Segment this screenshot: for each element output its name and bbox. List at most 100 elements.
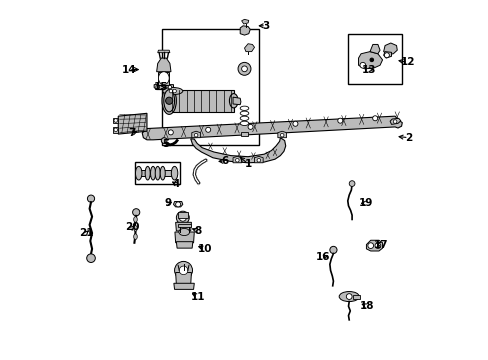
Bar — [135, 162, 180, 184]
Circle shape — [86, 254, 95, 262]
Polygon shape — [241, 19, 248, 24]
Circle shape — [175, 202, 180, 207]
Circle shape — [132, 209, 140, 216]
Ellipse shape — [160, 166, 165, 180]
Circle shape — [392, 120, 396, 123]
Circle shape — [247, 124, 253, 129]
Circle shape — [87, 195, 94, 202]
Polygon shape — [191, 131, 200, 138]
Polygon shape — [175, 232, 194, 243]
Circle shape — [156, 85, 159, 89]
Text: 17: 17 — [373, 239, 388, 249]
Circle shape — [337, 118, 342, 123]
Polygon shape — [174, 283, 194, 289]
Ellipse shape — [133, 234, 137, 239]
Polygon shape — [369, 44, 379, 54]
Circle shape — [165, 97, 172, 104]
Circle shape — [168, 85, 171, 89]
Polygon shape — [383, 51, 391, 58]
Ellipse shape — [155, 166, 160, 180]
Circle shape — [174, 261, 192, 279]
Polygon shape — [113, 127, 118, 133]
Ellipse shape — [150, 166, 155, 180]
Polygon shape — [176, 242, 192, 248]
Text: 21: 21 — [79, 228, 93, 238]
Circle shape — [292, 121, 297, 126]
Circle shape — [346, 294, 351, 300]
Polygon shape — [156, 58, 171, 72]
Text: 14: 14 — [122, 64, 136, 75]
Polygon shape — [175, 222, 191, 231]
Circle shape — [367, 243, 373, 248]
Text: 6: 6 — [221, 156, 228, 166]
Polygon shape — [240, 26, 250, 35]
Ellipse shape — [163, 87, 183, 95]
Circle shape — [205, 127, 210, 132]
Circle shape — [179, 266, 187, 275]
Ellipse shape — [135, 166, 142, 180]
Polygon shape — [154, 85, 173, 90]
Polygon shape — [178, 212, 187, 218]
Polygon shape — [158, 72, 169, 85]
Polygon shape — [352, 296, 359, 299]
Circle shape — [384, 53, 388, 58]
Polygon shape — [389, 118, 400, 125]
Circle shape — [369, 58, 373, 62]
Circle shape — [359, 62, 365, 68]
Polygon shape — [113, 118, 118, 123]
Circle shape — [235, 158, 239, 162]
Circle shape — [329, 246, 336, 253]
Ellipse shape — [171, 166, 178, 180]
Circle shape — [348, 181, 354, 186]
Ellipse shape — [163, 90, 174, 112]
Polygon shape — [190, 138, 285, 163]
Text: 10: 10 — [198, 244, 212, 254]
Text: 16: 16 — [316, 252, 330, 262]
Text: 8: 8 — [194, 226, 201, 236]
Text: 4: 4 — [172, 179, 180, 189]
Circle shape — [169, 89, 172, 93]
Ellipse shape — [238, 62, 250, 75]
Polygon shape — [118, 113, 147, 134]
Bar — [241, 132, 247, 136]
Circle shape — [114, 128, 117, 132]
Text: 15: 15 — [154, 82, 168, 93]
Polygon shape — [142, 116, 402, 140]
Polygon shape — [358, 51, 382, 69]
Ellipse shape — [229, 94, 238, 108]
Text: 13: 13 — [361, 64, 376, 75]
Circle shape — [172, 89, 176, 93]
Circle shape — [161, 138, 167, 143]
Polygon shape — [178, 224, 190, 226]
Ellipse shape — [240, 111, 248, 116]
Polygon shape — [244, 44, 254, 51]
Circle shape — [374, 243, 380, 248]
Text: 11: 11 — [190, 292, 204, 302]
Polygon shape — [233, 97, 241, 105]
Text: 20: 20 — [125, 222, 140, 232]
Ellipse shape — [162, 87, 176, 114]
Ellipse shape — [158, 72, 169, 85]
Ellipse shape — [179, 228, 189, 235]
Circle shape — [114, 119, 117, 122]
Polygon shape — [277, 131, 286, 138]
Bar — [162, 30, 258, 145]
Text: 18: 18 — [359, 301, 374, 311]
Circle shape — [280, 134, 284, 137]
Polygon shape — [254, 156, 263, 163]
Polygon shape — [158, 50, 169, 53]
Polygon shape — [233, 156, 241, 163]
Text: 7: 7 — [127, 129, 135, 138]
Polygon shape — [169, 90, 233, 112]
Bar — [348, 35, 401, 84]
Text: 12: 12 — [400, 57, 414, 67]
Polygon shape — [173, 202, 183, 207]
Ellipse shape — [179, 214, 186, 221]
Ellipse shape — [133, 226, 137, 231]
Polygon shape — [383, 43, 396, 54]
Ellipse shape — [240, 116, 248, 121]
Text: 3: 3 — [262, 21, 269, 31]
Ellipse shape — [176, 211, 189, 224]
Ellipse shape — [145, 166, 150, 180]
Circle shape — [257, 158, 260, 162]
